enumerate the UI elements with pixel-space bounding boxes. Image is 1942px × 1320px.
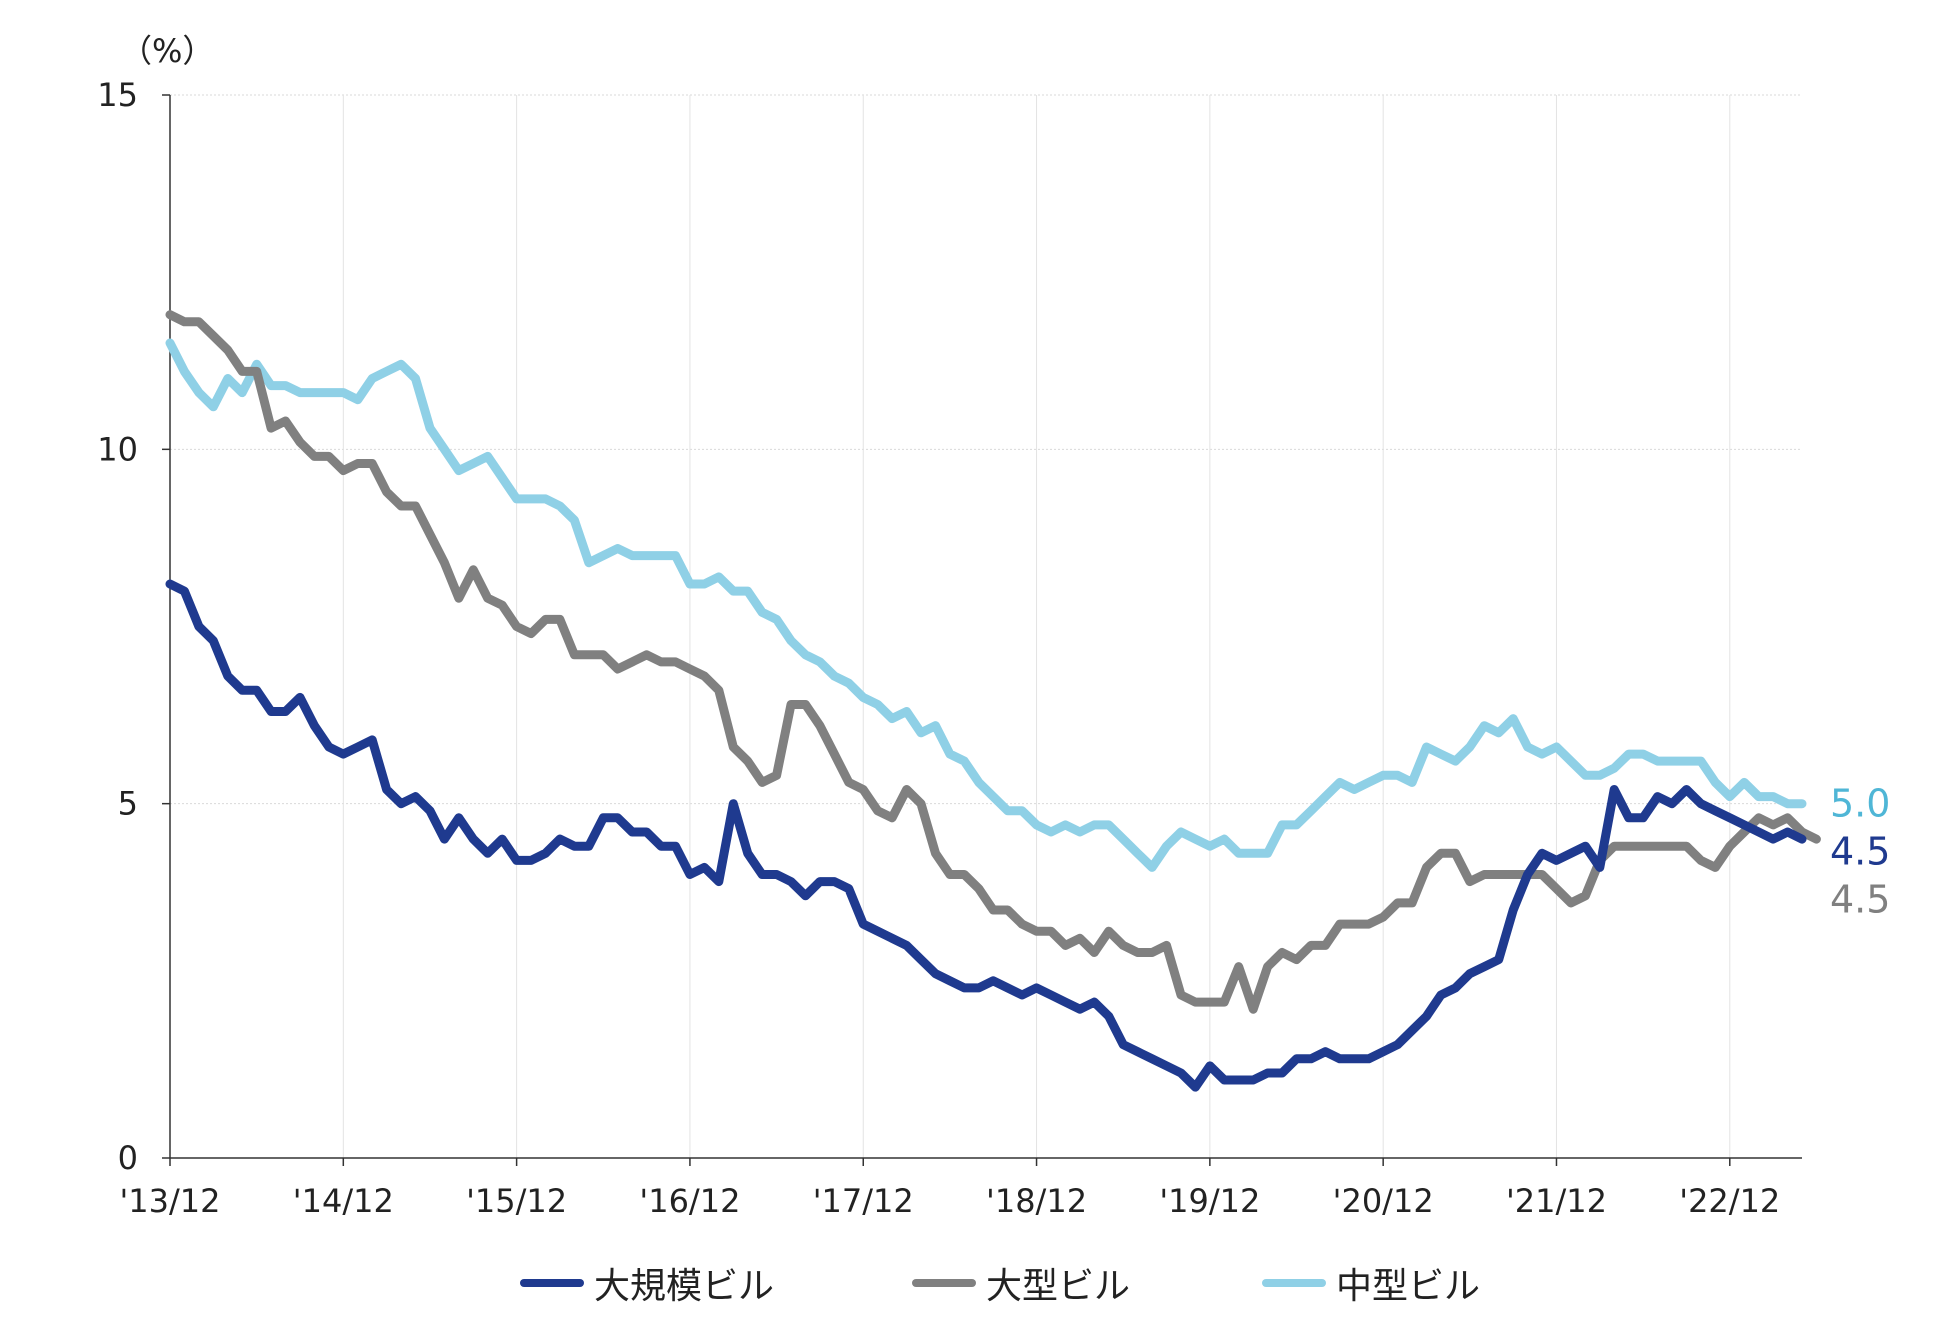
x-tick-label: '15/12 (466, 1182, 567, 1220)
legend-swatch-large-scale (520, 1279, 584, 1287)
x-tick-label: '20/12 (1333, 1182, 1434, 1220)
x-tick-label: '22/12 (1679, 1182, 1780, 1220)
legend-label-mid: 中型ビル (1336, 1266, 1481, 1307)
x-tick-label: '18/12 (986, 1182, 1087, 1220)
legend-swatch-large (912, 1279, 976, 1287)
grid-lines (170, 94, 1802, 1158)
end-value-labels: 5.04.54.5 (1830, 782, 1890, 922)
x-tick-label: '13/12 (119, 1182, 220, 1220)
series-line-mid (165, 338, 1807, 872)
x-tick-label: '14/12 (293, 1182, 394, 1220)
legend-item-large-scale: 大規模ビル (520, 1258, 774, 1308)
line-chart: 0 5 10 15 '13/12 '14/12 '15/12 '16/12 '17/12 '18/… (97, 32, 1890, 1220)
legend-item-large: 大型ビル (912, 1258, 1130, 1308)
series-line-large-scale (165, 579, 1807, 1092)
x-tick-label: '21/12 (1506, 1182, 1607, 1220)
x-tick-label: '19/12 (1159, 1182, 1260, 1220)
legend: 大規模ビル 大型ビル 中型ビル (0, 1258, 1942, 1308)
y-tick-label: 5 (118, 785, 138, 823)
legend-item-mid: 中型ビル (1262, 1258, 1480, 1308)
y-tick-label: 15 (97, 76, 138, 114)
series-line-large (165, 310, 1821, 1014)
y-unit-label: （%） (120, 32, 214, 70)
end-label-mid: 5.0 (1830, 782, 1890, 826)
y-tick-label: 10 (97, 430, 138, 468)
series-lines (165, 310, 1821, 1092)
legend-swatch-mid (1262, 1279, 1326, 1287)
x-tick-label: '16/12 (639, 1182, 740, 1220)
end-label-large-scale: 4.5 (1830, 830, 1890, 874)
legend-label-large-scale: 大規模ビル (594, 1266, 775, 1307)
y-tick-label: 0 (118, 1139, 138, 1177)
legend-label-large: 大型ビル (986, 1266, 1131, 1307)
axes: 0 5 10 15 '13/12 '14/12 '15/12 '16/12 '17/12 '18/… (97, 76, 1802, 1220)
end-label-large: 4.5 (1830, 878, 1890, 922)
x-tick-label: '17/12 (813, 1182, 914, 1220)
